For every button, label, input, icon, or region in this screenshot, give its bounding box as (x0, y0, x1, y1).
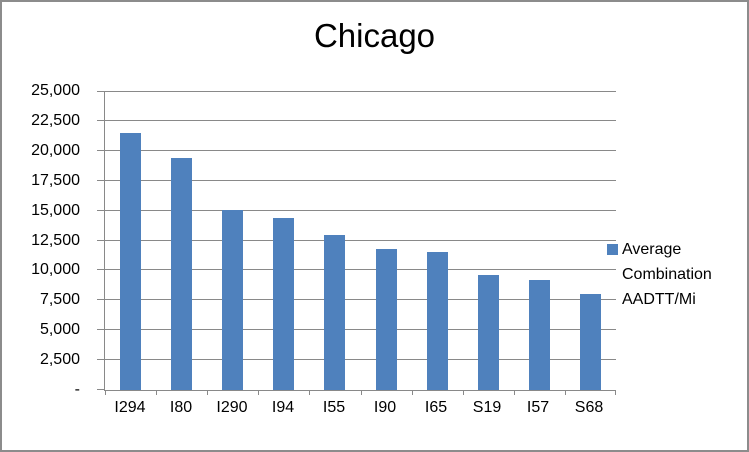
y-axis-tick (97, 389, 104, 390)
chart-title: Chicago (313, 17, 436, 54)
y-axis-label: 25,000 (31, 82, 80, 99)
bar-I55 (324, 235, 345, 390)
y-axis-label: 10,000 (31, 261, 80, 278)
x-axis-label-I94: I94 (271, 399, 295, 416)
gridline (105, 91, 616, 92)
y-axis-tick (97, 150, 104, 151)
x-axis-label-I80: I80 (169, 399, 193, 416)
x-axis-tick (156, 390, 157, 395)
legend: Average Combination AADTT/Mi (607, 237, 737, 312)
x-axis-label-S19: S19 (472, 399, 502, 416)
x-axis-tick (105, 390, 106, 395)
x-axis-tick (412, 390, 413, 395)
gridline (105, 269, 616, 270)
bar-I57 (529, 280, 550, 390)
bar-I294 (120, 133, 141, 390)
y-axis-label: 12,500 (31, 232, 80, 249)
gridline (105, 120, 616, 121)
bar-I94 (273, 218, 294, 390)
y-axis-tick (97, 299, 104, 300)
x-axis-label-I294: I294 (114, 399, 146, 416)
x-axis-label-I90: I90 (373, 399, 397, 416)
y-axis-tick (97, 180, 104, 181)
bar-I90 (376, 249, 397, 390)
y-axis-tick (97, 240, 104, 241)
x-axis-tick (258, 390, 259, 395)
bar-S19 (478, 275, 499, 390)
y-axis-tick (97, 329, 104, 330)
y-axis-tick (97, 210, 104, 211)
y-axis-tick (97, 359, 104, 360)
bar-I290 (222, 210, 243, 390)
bar-I65 (427, 252, 448, 390)
plot-area (97, 91, 616, 395)
x-axis-label-S68: S68 (574, 399, 604, 416)
x-axis-tick (207, 390, 208, 395)
y-axis-tick (97, 91, 104, 92)
legend-color-swatch-icon (607, 244, 618, 255)
y-axis-label: 15,000 (31, 202, 80, 219)
gridline (105, 150, 616, 151)
y-axis-label: 17,500 (31, 172, 80, 189)
x-axis-tick (309, 390, 310, 395)
y-axis-tick (97, 269, 104, 270)
bar-I80 (171, 158, 192, 390)
gridline (105, 299, 616, 300)
x-axis-label-I65: I65 (424, 399, 448, 416)
gridline (105, 359, 616, 360)
y-axis-label: 7,500 (39, 291, 80, 308)
y-axis-label: - (74, 381, 80, 398)
x-axis-tick (361, 390, 362, 395)
gridline (105, 180, 616, 181)
x-axis-tick (463, 390, 464, 395)
y-axis-label: 20,000 (31, 142, 80, 159)
x-axis-label-I290: I290 (216, 399, 248, 416)
gridline (105, 240, 616, 241)
x-axis-label-I57: I57 (526, 399, 550, 416)
legend-label: Average Combination AADTT/Mi (622, 241, 712, 308)
x-axis-tick (514, 390, 515, 395)
y-axis-label: 2,500 (39, 351, 80, 368)
gridline (105, 210, 616, 211)
x-axis-tick (615, 390, 616, 395)
x-axis-tick (565, 390, 566, 395)
x-axis-label-I55: I55 (322, 399, 346, 416)
gridline (105, 329, 616, 330)
bar-S68 (580, 294, 601, 390)
y-axis-label: 22,500 (31, 112, 80, 129)
y-axis-label: 5,000 (39, 321, 80, 338)
y-axis-tick (97, 120, 104, 121)
